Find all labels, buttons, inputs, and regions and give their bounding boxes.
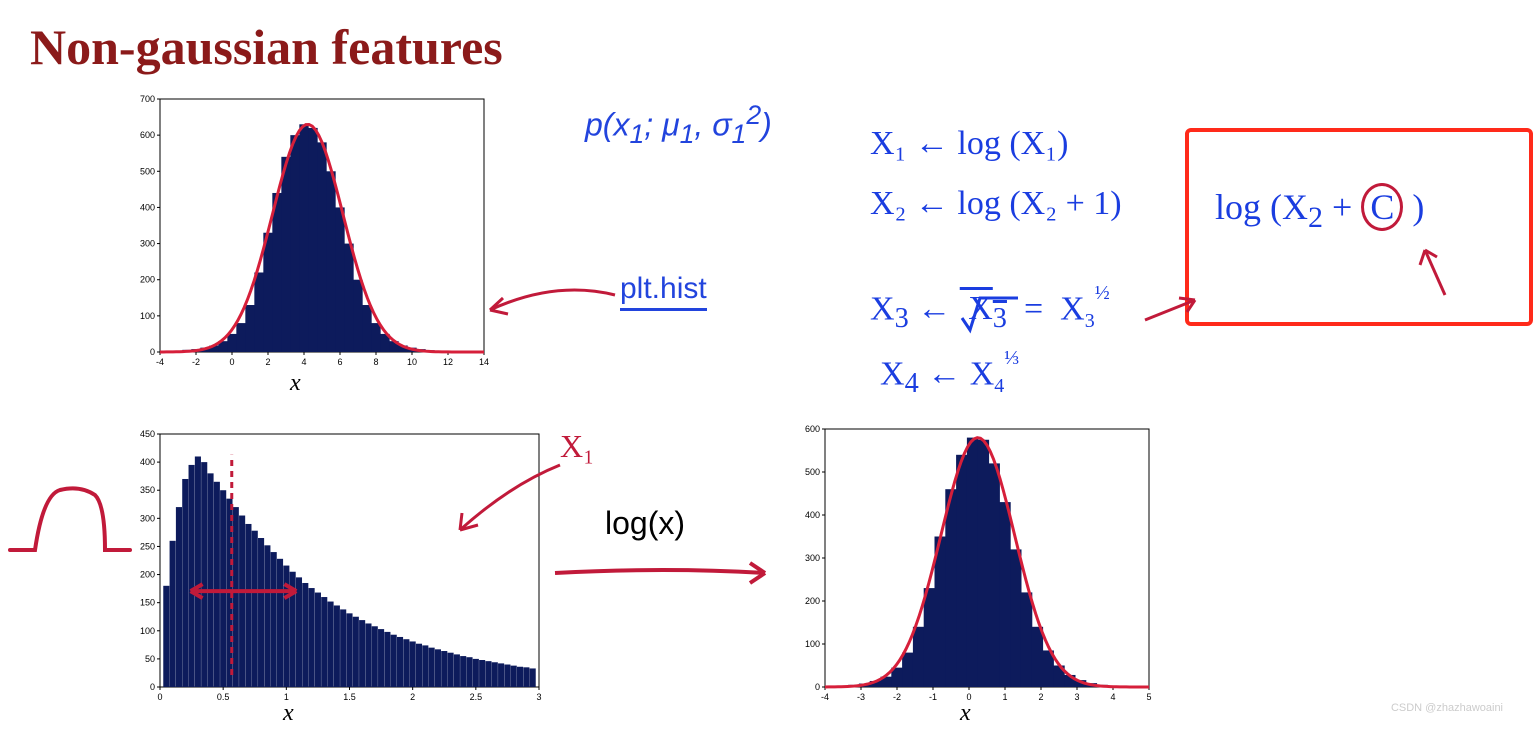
svg-text:450: 450 — [140, 430, 155, 439]
svg-text:-2: -2 — [192, 357, 200, 367]
svg-text:600: 600 — [140, 130, 155, 140]
svg-text:400: 400 — [805, 510, 820, 520]
box-to-x3-arrow — [1135, 290, 1205, 330]
svg-text:-4: -4 — [821, 692, 829, 702]
logx-arrow — [545, 555, 785, 595]
svg-text:2.5: 2.5 — [470, 692, 483, 702]
logx-label: log(x) — [605, 505, 685, 542]
svg-text:-4: -4 — [156, 357, 164, 367]
formula-p: p(x1; μ1, σ12) — [585, 100, 772, 150]
hand-box-formula: log (X2 + C ) — [1215, 183, 1424, 235]
hand-sketch-dist — [5, 465, 135, 565]
svg-text:3: 3 — [536, 692, 541, 702]
plthist-arrow — [475, 270, 635, 330]
svg-text:0: 0 — [229, 357, 234, 367]
svg-text:6: 6 — [337, 357, 342, 367]
svg-text:12: 12 — [443, 357, 453, 367]
hand-x1: X₁ ← log (X₁) — [870, 125, 1068, 163]
svg-text:300: 300 — [805, 553, 820, 563]
svg-text:4: 4 — [301, 357, 306, 367]
chart-top-xlabel: x — [290, 370, 301, 397]
svg-text:0.5: 0.5 — [217, 692, 230, 702]
svg-text:0: 0 — [157, 692, 162, 702]
hand-x4: X4 ← X4⅓ — [880, 355, 1019, 400]
page-title: Non-gaussian features — [30, 18, 503, 76]
svg-text:2: 2 — [1038, 692, 1043, 702]
svg-text:2: 2 — [265, 357, 270, 367]
svg-text:100: 100 — [140, 311, 155, 321]
svg-text:8: 8 — [373, 357, 378, 367]
sqrt-mark — [958, 292, 1028, 336]
svg-text:600: 600 — [805, 425, 820, 434]
svg-text:250: 250 — [140, 541, 155, 551]
svg-text:200: 200 — [805, 596, 820, 606]
svg-text:150: 150 — [140, 598, 155, 608]
svg-text:300: 300 — [140, 239, 155, 249]
svg-text:500: 500 — [140, 166, 155, 176]
svg-text:10: 10 — [407, 357, 417, 367]
svg-text:50: 50 — [145, 654, 155, 664]
chart-top-histogram: 0 100 200 300 400 500 600 700 -4 -2 0 2 4 6 8 10 12 14 — [130, 95, 490, 370]
chart-skew-xlabel: x — [283, 700, 294, 727]
skew-annotations — [155, 435, 525, 693]
svg-text:400: 400 — [140, 202, 155, 212]
svg-text:-2: -2 — [893, 692, 901, 702]
svg-text:100: 100 — [140, 626, 155, 636]
svg-text:-3: -3 — [857, 692, 865, 702]
watermark: CSDN @zhazhawoaini — [1391, 702, 1503, 714]
svg-text:400: 400 — [140, 457, 155, 467]
svg-text:5: 5 — [1146, 692, 1151, 702]
svg-text:700: 700 — [140, 95, 155, 104]
svg-text:14: 14 — [479, 357, 489, 367]
hand-x2: X₂ ← log (X₂ + 1) — [870, 185, 1122, 223]
svg-text:500: 500 — [805, 467, 820, 477]
svg-text:3: 3 — [1074, 692, 1079, 702]
svg-text:200: 200 — [140, 275, 155, 285]
svg-text:1: 1 — [1002, 692, 1007, 702]
c-arrow — [1410, 235, 1460, 305]
svg-text:100: 100 — [805, 639, 820, 649]
svg-text:1.5: 1.5 — [343, 692, 356, 702]
svg-text:300: 300 — [140, 513, 155, 523]
svg-text:350: 350 — [140, 485, 155, 495]
svg-text:200: 200 — [140, 570, 155, 580]
svg-text:4: 4 — [1110, 692, 1115, 702]
chart-log-histogram: 0100200300400500600-4-3-2-1012345 — [795, 425, 1155, 705]
chart-log-xlabel: x — [960, 700, 971, 727]
svg-text:0: 0 — [150, 347, 155, 357]
svg-text:0: 0 — [815, 682, 820, 692]
svg-text:-1: -1 — [929, 692, 937, 702]
svg-text:2: 2 — [410, 692, 415, 702]
plthist-label: plt.hist — [620, 272, 707, 311]
